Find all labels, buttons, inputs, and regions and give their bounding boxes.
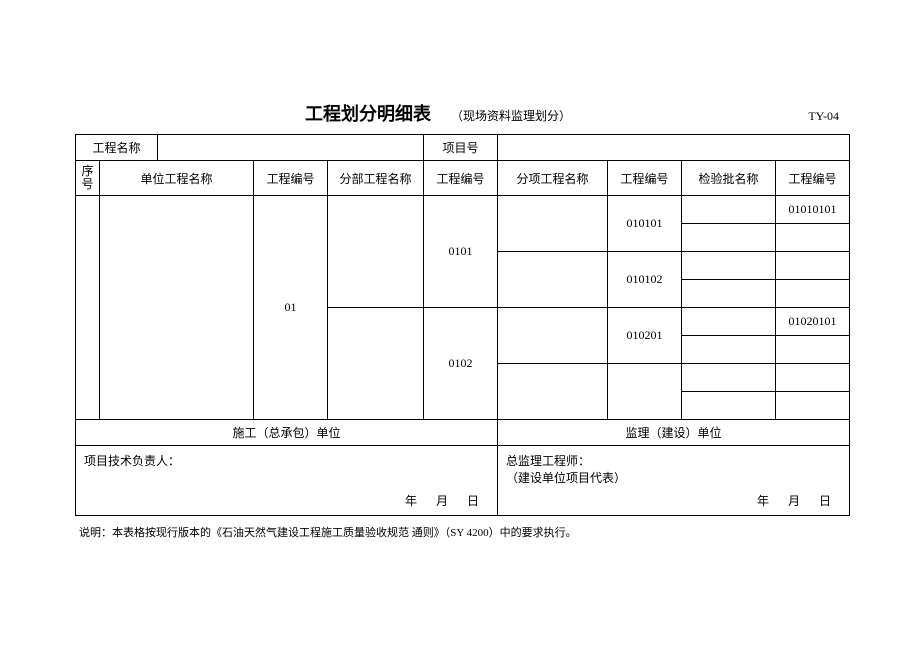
- supervisor-cell: 总监理工程师： （建设单位项目代表） 年 月 日: [498, 446, 850, 516]
- cell-sub1-code: 0101: [424, 196, 498, 308]
- col-item-code: 工程编号: [608, 161, 682, 196]
- col-seq: 序号: [76, 161, 100, 196]
- item-no-value: [498, 135, 850, 161]
- title-code: TY-04: [808, 109, 839, 124]
- title-main: 工程划分明细表: [305, 100, 431, 126]
- col-unit-name: 单位工程名称: [100, 161, 254, 196]
- cell-sub1-name: [328, 196, 424, 308]
- cell-batch3-code: [776, 252, 850, 280]
- cell-item4-name: [498, 364, 608, 420]
- cell-batch4-name: [682, 280, 776, 308]
- column-header-row: 序号 单位工程名称 工程编号 分部工程名称 工程编号 分项工程名称 工程编号 检…: [76, 161, 850, 196]
- cell-batch4-code: [776, 280, 850, 308]
- col-sub-code: 工程编号: [424, 161, 498, 196]
- owner-rep-label: （建设单位项目代表）: [506, 471, 626, 485]
- cell-batch2-name: [682, 224, 776, 252]
- title-sub: （现场资料监理划分）: [451, 107, 571, 124]
- cell-batch7-code: [776, 364, 850, 392]
- chief-supervisor-label: 总监理工程师：: [506, 454, 590, 468]
- col-unit-code: 工程编号: [254, 161, 328, 196]
- table-row: 01 0101 010101 01010101: [76, 196, 850, 224]
- signature-row: 项目技术负责人： 年 月 日 总监理工程师： （建设单位项目代表） 年 月 日: [76, 446, 850, 516]
- cell-sub2-code: 0102: [424, 308, 498, 420]
- cell-item1-code: 010101: [608, 196, 682, 252]
- col-batch-code: 工程编号: [776, 161, 850, 196]
- project-name-value: [158, 135, 424, 161]
- cell-batch5-code: 01020101: [776, 308, 850, 336]
- col-item-name: 分项工程名称: [498, 161, 608, 196]
- date-left: 年 月 日: [405, 492, 487, 509]
- supervisor-label: 监理（建设）单位: [498, 420, 850, 446]
- cell-item2-name: [498, 252, 608, 308]
- cell-item3-name: [498, 308, 608, 364]
- contractor-label: 施工（总承包）单位: [76, 420, 498, 446]
- cell-item1-name: [498, 196, 608, 252]
- cell-batch1-code: 01010101: [776, 196, 850, 224]
- main-table: 工程名称 项目号 序号 单位工程名称 工程编号 分部工程名称 工程编号 分项工程…: [75, 134, 850, 516]
- cell-batch6-code: [776, 336, 850, 364]
- note: 说明：本表格按现行版本的《石油天然气建设工程施工质量验收规范 通则》（SY 42…: [79, 524, 845, 540]
- cell-unit-code: 01: [254, 196, 328, 420]
- cell-seq: [76, 196, 100, 420]
- col-batch-name: 检验批名称: [682, 161, 776, 196]
- cell-batch8-code: [776, 392, 850, 420]
- tech-leader-label: 项目技术负责人：: [84, 454, 180, 468]
- date-right: 年 月 日: [757, 492, 839, 509]
- tech-leader-cell: 项目技术负责人： 年 月 日: [76, 446, 498, 516]
- cell-batch7-name: [682, 364, 776, 392]
- cell-batch1-name: [682, 196, 776, 224]
- cell-batch3-name: [682, 252, 776, 280]
- footer-units-row: 施工（总承包）单位 监理（建设）单位: [76, 420, 850, 446]
- item-no-label: 项目号: [424, 135, 498, 161]
- cell-item2-code: 010102: [608, 252, 682, 308]
- cell-item4-code: [608, 364, 682, 420]
- cell-unit-name: [100, 196, 254, 420]
- cell-item3-code: 010201: [608, 308, 682, 364]
- project-name-label: 工程名称: [76, 135, 158, 161]
- title-row: 工程划分明细表 （现场资料监理划分） TY-04: [75, 100, 845, 126]
- cell-batch8-name: [682, 392, 776, 420]
- cell-batch2-code: [776, 224, 850, 252]
- header-project-row: 工程名称 项目号: [76, 135, 850, 161]
- col-sub-name: 分部工程名称: [328, 161, 424, 196]
- cell-batch6-name: [682, 336, 776, 364]
- cell-batch5-name: [682, 308, 776, 336]
- cell-sub2-name: [328, 308, 424, 420]
